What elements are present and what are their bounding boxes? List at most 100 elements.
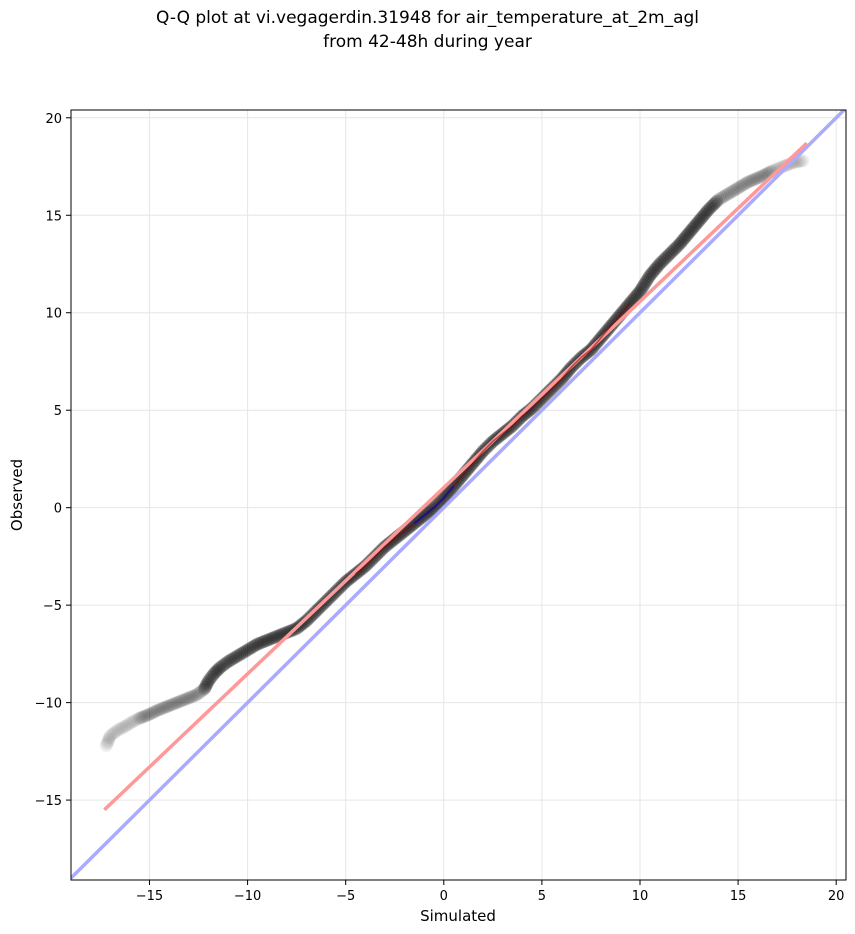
- x-tick-label: 5: [538, 889, 546, 904]
- quantile-point: [743, 174, 757, 188]
- quantile-point: [107, 726, 121, 740]
- quantile-point: [105, 727, 119, 741]
- quantile-point: [156, 701, 170, 715]
- quantile-point: [246, 639, 260, 653]
- quantile-point: [258, 634, 272, 648]
- quantile-point: [727, 183, 741, 197]
- y-tick-label: 10: [45, 307, 62, 322]
- quantile-point: [129, 713, 143, 727]
- quantile-point: [184, 690, 198, 704]
- quantile-point: [656, 254, 670, 268]
- quantile-point: [640, 273, 654, 287]
- quantile-point: [630, 288, 644, 302]
- quantile-point: [150, 703, 164, 717]
- quantile-point: [711, 193, 725, 207]
- quantile-point: [710, 194, 724, 208]
- quantile-point: [749, 172, 763, 186]
- quantile-point: [260, 633, 274, 647]
- quantile-point: [690, 216, 704, 230]
- plot-area: [71, 110, 846, 880]
- y-axis-ticks: −15 −10 −5 0 5 10 15 20: [35, 112, 71, 809]
- quantile-point: [696, 209, 710, 223]
- core-trace-red: [354, 302, 631, 575]
- quantile-point: [642, 271, 656, 285]
- quantile-point: [659, 251, 673, 265]
- quantile-point: [203, 672, 217, 686]
- quantile-point: [162, 699, 176, 713]
- grid: [71, 110, 846, 880]
- quantile-point: [199, 678, 213, 692]
- quantile-point: [180, 692, 194, 706]
- quantile-point: [671, 239, 685, 253]
- y-tick-label: 20: [45, 112, 62, 127]
- quantile-point: [697, 207, 711, 221]
- quantile-point: [661, 249, 675, 263]
- quantile-point: [195, 683, 209, 697]
- quantile-point: [166, 697, 180, 711]
- quantile-point: [137, 710, 151, 724]
- quantile-point: [747, 173, 761, 187]
- quantile-point: [682, 226, 696, 240]
- quantile-point: [633, 284, 647, 298]
- y-tick-label: 0: [54, 502, 62, 517]
- quantile-point: [239, 644, 253, 658]
- quantile-point: [197, 682, 211, 696]
- quantile-point: [674, 236, 688, 250]
- quantile-point: [703, 201, 717, 215]
- quantile-point: [119, 719, 133, 733]
- quantile-point: [219, 656, 233, 670]
- quantile-point: [648, 262, 662, 276]
- quantile-point: [144, 706, 158, 720]
- quantile-point: [735, 179, 749, 193]
- quantile-point: [686, 221, 700, 235]
- quantile-point: [639, 275, 653, 289]
- quantile-point: [188, 689, 202, 703]
- quantile-point: [99, 738, 113, 752]
- quantile-point: [662, 247, 676, 261]
- x-axis-label: Simulated: [420, 907, 496, 925]
- quantile-point: [148, 704, 162, 718]
- quantile-point: [643, 269, 657, 283]
- quantile-point: [646, 265, 660, 279]
- quantile-point: [650, 260, 664, 274]
- quantile-point: [174, 694, 188, 708]
- quantile-point: [172, 695, 186, 709]
- quantile-point: [282, 625, 296, 639]
- quantile-point: [103, 729, 117, 743]
- quantile-point: [210, 663, 224, 677]
- quantile-point: [683, 224, 697, 238]
- quantile-point: [235, 646, 249, 660]
- quantile-point: [678, 231, 692, 245]
- quantile-point: [733, 180, 747, 194]
- quantile-point: [186, 689, 200, 703]
- x-tick-label: −5: [336, 889, 355, 904]
- quantile-point: [125, 715, 139, 729]
- quantile-point: [170, 696, 184, 710]
- quantile-point: [201, 674, 215, 688]
- quantile-point: [229, 650, 243, 664]
- quantile-point: [154, 702, 168, 716]
- quantile-point: [117, 720, 131, 734]
- quantile-point: [669, 241, 683, 255]
- quantile-point: [717, 189, 731, 203]
- quantile-point: [254, 636, 268, 650]
- quantile-point: [757, 168, 771, 182]
- quantile-point: [102, 731, 116, 745]
- quantile-point: [729, 182, 743, 196]
- quantile-point: [221, 655, 235, 669]
- quantile-point: [256, 635, 270, 649]
- quantile-point: [131, 712, 145, 726]
- quantile-point: [675, 234, 689, 248]
- y-tick-label: −5: [43, 599, 62, 614]
- quantile-point: [213, 661, 227, 675]
- quantile-point: [664, 246, 678, 260]
- quantile-point: [301, 612, 315, 626]
- quantile-point: [204, 670, 218, 684]
- quantile-point: [629, 289, 643, 303]
- quantile-point: [160, 700, 174, 714]
- x-tick-label: 20: [828, 889, 845, 904]
- quantile-point: [158, 700, 172, 714]
- quantile-point: [168, 696, 182, 710]
- quantile-point: [658, 252, 672, 266]
